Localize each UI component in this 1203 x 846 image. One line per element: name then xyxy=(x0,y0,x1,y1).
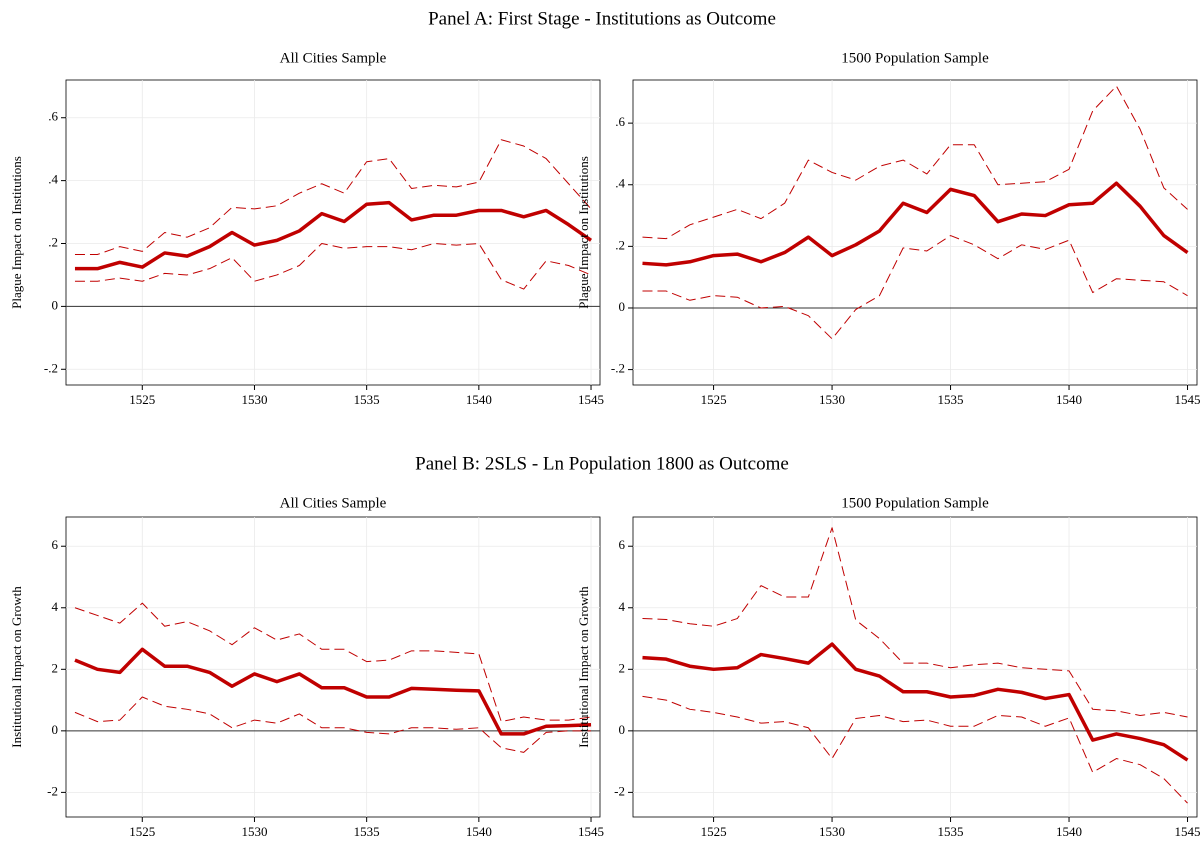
x-tick-label: 1535 xyxy=(354,392,380,407)
x-tick-label: 1545 xyxy=(578,392,604,407)
confidence-line xyxy=(74,243,592,290)
y-tick-label: 0 xyxy=(52,722,59,737)
x-tick-label: 1540 xyxy=(1056,392,1082,407)
y-tick-label: .4 xyxy=(48,172,58,187)
y-tick-label: .2 xyxy=(48,234,58,249)
panel-title: Panel B: 2SLS - Ln Population 1800 as Ou… xyxy=(415,453,789,474)
estimate-line xyxy=(74,647,592,736)
estimate-line xyxy=(642,181,1189,267)
y-tick-label: 2 xyxy=(619,660,626,675)
y-axis-label: Plague Impact on Institutions xyxy=(576,156,591,309)
x-tick-label: 1535 xyxy=(938,392,964,407)
y-tick-label: 4 xyxy=(619,599,626,614)
plot-area xyxy=(632,79,1198,386)
confidence-line xyxy=(642,695,1188,804)
x-tick-label: 1540 xyxy=(466,392,492,407)
x-tick-label: 1525 xyxy=(129,824,155,839)
confidence-line xyxy=(642,527,1188,718)
plot-area xyxy=(65,516,601,818)
y-tick-label: -.2 xyxy=(611,361,625,376)
x-tick-label: 1530 xyxy=(241,392,267,407)
x-tick-label: 1545 xyxy=(1175,824,1201,839)
y-tick-label: -2 xyxy=(47,783,58,798)
x-tick-label: 1535 xyxy=(354,824,380,839)
confidence-line xyxy=(74,139,592,256)
x-tick-label: 1525 xyxy=(129,392,155,407)
y-tick-label: 4 xyxy=(52,599,59,614)
y-tick-label: 0 xyxy=(619,722,626,737)
y-tick-label: .4 xyxy=(615,176,625,191)
x-tick-label: 1535 xyxy=(938,824,964,839)
confidence-line xyxy=(642,85,1188,240)
confidence-line xyxy=(74,696,592,753)
y-tick-label: .6 xyxy=(615,114,625,129)
x-tick-label: 1530 xyxy=(241,824,267,839)
y-tick-label: 2 xyxy=(52,660,59,675)
x-tick-label: 1530 xyxy=(819,824,845,839)
y-axis-label: Institutional Impact on Growth xyxy=(576,586,591,748)
x-tick-label: 1525 xyxy=(701,824,727,839)
confidence-line xyxy=(642,235,1188,340)
estimate-line xyxy=(642,642,1189,762)
panel-title: Panel A: First Stage - Institutions as O… xyxy=(428,8,776,29)
y-tick-label: 6 xyxy=(52,537,59,552)
y-axis-label: Plague Impact on Institutions xyxy=(9,156,24,309)
estimate-line xyxy=(74,200,593,271)
y-tick-label: -.2 xyxy=(44,360,58,375)
y-tick-label: -2 xyxy=(614,783,625,798)
chart-title: All Cities Sample xyxy=(280,495,387,511)
chart-title: 1500 Population Sample xyxy=(841,50,989,66)
y-tick-label: 6 xyxy=(619,537,626,552)
x-tick-label: 1545 xyxy=(578,824,604,839)
x-tick-label: 1525 xyxy=(701,392,727,407)
chart-title: All Cities Sample xyxy=(280,50,387,66)
chart-title: 1500 Population Sample xyxy=(841,495,989,511)
x-tick-label: 1530 xyxy=(819,392,845,407)
plot-area xyxy=(65,79,601,386)
y-tick-label: 0 xyxy=(52,297,59,312)
x-tick-label: 1540 xyxy=(1056,824,1082,839)
x-tick-label: 1540 xyxy=(466,824,492,839)
y-tick-label: .2 xyxy=(615,237,625,252)
x-tick-label: 1545 xyxy=(1175,392,1201,407)
y-axis-label: Institutional Impact on Growth xyxy=(9,586,24,748)
y-tick-label: .6 xyxy=(48,109,58,124)
plot-area xyxy=(632,516,1198,818)
y-tick-label: 0 xyxy=(619,299,626,314)
